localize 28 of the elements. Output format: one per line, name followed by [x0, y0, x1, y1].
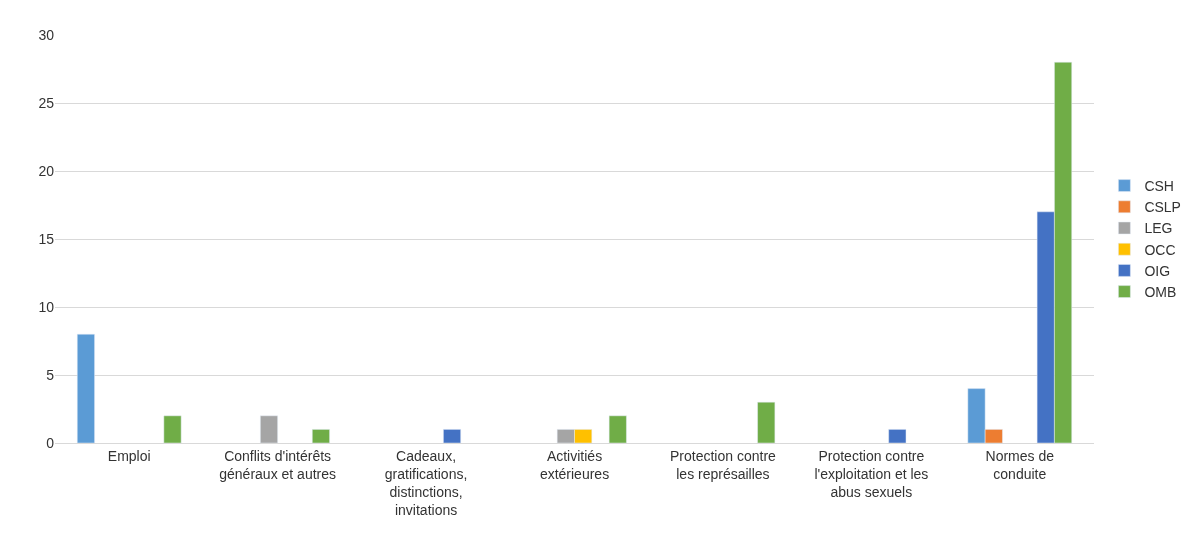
bar	[77, 333, 95, 443]
x-tick-label: Emploi	[107, 447, 151, 464]
bar	[443, 429, 461, 443]
bar	[888, 429, 907, 443]
y-tick-label: 0	[46, 434, 55, 451]
bar	[312, 429, 330, 443]
x-tick-label: Protection contre l'exploitation et les abus sexuels	[814, 447, 929, 501]
y-tick-label: 5	[46, 366, 55, 383]
bar	[260, 415, 278, 443]
bar	[163, 415, 182, 443]
x-tick-label: Activitiés extérieures	[539, 447, 610, 482]
legend-label: OIG	[1144, 262, 1171, 279]
bar	[608, 415, 627, 443]
y-tick-label: 25	[38, 94, 55, 111]
bar	[757, 401, 776, 443]
x-tick-label: Protection contre les représailles	[670, 447, 777, 482]
y-tick-label: 20	[38, 162, 55, 179]
x-tick-label: Normes de conduite	[985, 447, 1055, 482]
y-tick-label: 30	[38, 26, 55, 43]
legend-label: OMB	[1144, 284, 1177, 301]
x-tick-label: Conflits d'intérêts généraux et autres	[219, 447, 337, 482]
legend-label: CSH	[1144, 178, 1174, 195]
y-tick-label: 10	[38, 298, 55, 315]
legend-label: OCC	[1144, 241, 1176, 258]
x-tick-label: Cadeaux, gratifications, distinctions, invitations	[384, 447, 468, 519]
y-tick-label: 15	[38, 230, 55, 247]
legend-label: LEG	[1144, 220, 1173, 237]
legend-label: CSLP	[1144, 199, 1181, 216]
